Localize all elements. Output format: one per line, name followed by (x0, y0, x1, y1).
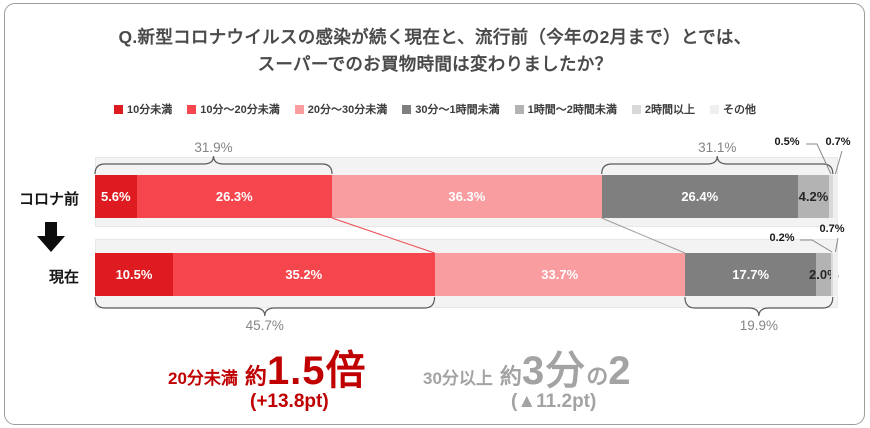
callout-value-label: 0.5% (774, 136, 800, 148)
legend-label: 1時間～2時間未満 (527, 104, 617, 116)
bar-segment-2時間以上 (831, 253, 833, 296)
legend-label: 10分未満 (127, 104, 173, 116)
legend-item-4: 1時間～2時間未満 (514, 101, 617, 117)
legend-item-0: 10分未満 (114, 101, 172, 117)
category-label-pre-corona: コロナ前 (18, 191, 79, 208)
bar-segment-1時間～2時間未満: 4.2% (797, 175, 830, 218)
bar-segment-20分～30分未満: 36.3% (332, 175, 602, 218)
legend-swatch-icon (294, 104, 304, 114)
annotation-right-prefix: 30分以上 (423, 369, 493, 388)
segment-value-label: 4.2% (798, 189, 829, 204)
bar-segment-1時間～2時間未満: 2.0% (809, 253, 839, 296)
legend-swatch-icon (402, 104, 412, 114)
legend-label: 30分～1時間未満 (415, 104, 500, 116)
stacked-bar-current: 10.5% 35.2% 33.7% 17.7% 2.0% (95, 253, 839, 296)
legend-item-6: その他 (709, 101, 756, 117)
annotation-under-20min: 20分未満 約 1.5倍 (+13.8pt) (168, 351, 367, 413)
legend-label: 10分～20分未満 (200, 104, 280, 116)
annotation-left-big-value: 1.5倍 (266, 349, 367, 393)
bar-segment-30分～1時間未満: 17.7% (684, 253, 817, 296)
legend-label: 20分～30分未満 (307, 104, 388, 116)
segment-value-label: 26.4% (681, 189, 719, 204)
bracket-total-label: 31.9% (194, 140, 233, 155)
segment-value-label: 17.7% (732, 267, 770, 282)
chart-title-line-2: スーパーでのお買物時間は変わりましたか？ (257, 54, 613, 74)
annotation-right-particle: の (586, 364, 609, 389)
segment-value-label: 10.5% (115, 267, 153, 282)
chart-title-line-1: Q.新型コロナウイルスの感染が続く現在と、流行前（今年の2月まで）とでは、 (118, 27, 752, 47)
bracket-total-label: 45.7% (245, 318, 284, 333)
segment-value-label: 33.7% (541, 267, 579, 282)
bar-segment-その他 (832, 253, 838, 296)
bar-segment-10分未満: 5.6% (95, 175, 137, 218)
stacked-bar-pre-corona: 5.6% 26.3% 36.3% 26.4% 4.2% (95, 175, 838, 218)
legend-swatch-icon (514, 104, 524, 114)
legend: 10分未満 10分～20分未満 20分～30分未満 30分～1時間未満 1時間～2時間未… (0, 101, 870, 117)
annotation-right-big-value-2: 2 (608, 349, 632, 393)
legend-item-3: 30分～1時間未満 (402, 101, 500, 117)
segment-value-label: 5.6% (100, 189, 131, 204)
category-label-current: 現在 (48, 269, 79, 286)
bar-segment-30分～1時間未満: 26.4% (601, 175, 798, 218)
segment-value-label: 35.2% (285, 267, 323, 282)
legend-label: その他 (722, 104, 756, 116)
annotation-left-delta: (+13.8pt) (250, 391, 329, 412)
bracket-total-label: 31.1% (698, 140, 737, 155)
callout-value-label: 0.7% (819, 223, 845, 235)
annotation-right-big-value-1: 3分 (521, 349, 587, 393)
bar-segment-2時間以上 (829, 175, 833, 218)
legend-item-5: 2時間以上 (631, 101, 695, 117)
callout-value-label: 0.2% (769, 232, 795, 244)
segment-value-label: 36.3% (448, 189, 486, 204)
annotation-right-delta: (▲11.2pt) (511, 391, 597, 412)
legend-label: 2時間以上 (644, 104, 695, 116)
segment-value-label: 2.0% (809, 267, 839, 282)
annotation-left-prefix: 20分未満 (168, 369, 238, 388)
outer-frame-border (4, 3, 865, 425)
bar-segment-10分～20分未満: 35.2% (173, 253, 435, 296)
bar-segment-10分～20分未満: 26.3% (136, 175, 332, 218)
segment-value-label: 26.3% (215, 189, 253, 204)
bar-segment-その他 (832, 175, 838, 218)
bar-segment-20分～30分未満: 33.7% (434, 253, 685, 296)
legend-swatch-icon (631, 104, 641, 114)
bar-segment-10分未満: 10.5% (95, 253, 173, 296)
annotation-right-approx: 約 (499, 364, 522, 389)
callout-value-label: 0.7% (825, 136, 851, 148)
legend-item-1: 10分～20分未満 (187, 101, 280, 117)
bracket-total-label: 19.9% (739, 318, 778, 333)
legend-swatch-icon (187, 104, 197, 114)
legend-item-2: 20分～30分未満 (294, 101, 388, 117)
annotation-left-approx: 約 (244, 364, 267, 389)
annotation-over-30min: 30分以上 約 3分 の 2 (▲11.2pt) (423, 351, 631, 413)
legend-swatch-icon (709, 104, 719, 114)
legend-swatch-icon (114, 104, 124, 114)
